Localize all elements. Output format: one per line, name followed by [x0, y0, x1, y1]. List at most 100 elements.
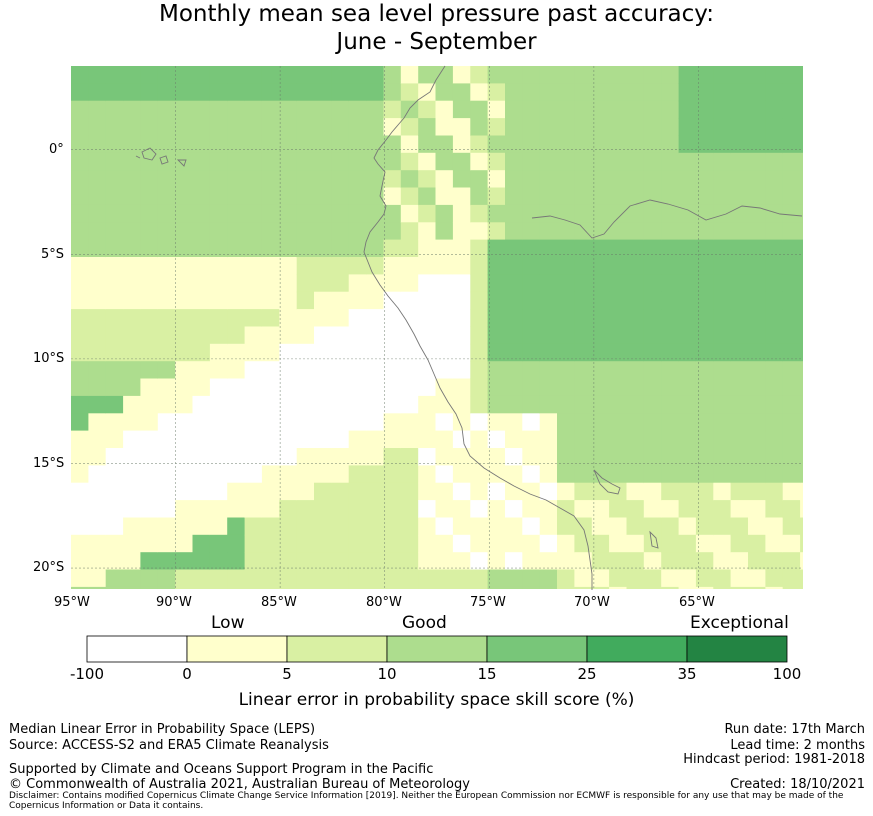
- skill-cell: [314, 309, 332, 327]
- skill-cell: [643, 100, 662, 119]
- skill-cell: [765, 534, 784, 553]
- skill-cell: [574, 152, 593, 171]
- skill-cell: [192, 378, 211, 397]
- skill-cell: [626, 586, 645, 589]
- skill-cell: [435, 569, 454, 588]
- skill-cell: [574, 448, 593, 466]
- skill-cell: [348, 309, 367, 327]
- skill-cell: [175, 586, 194, 589]
- skill-cell: [470, 448, 489, 466]
- skill-cell: [331, 135, 350, 154]
- skill-cell: [279, 343, 298, 362]
- skill-cell: [157, 274, 176, 293]
- skill-cell: [140, 100, 159, 119]
- skill-cell: [591, 395, 610, 414]
- skill-cell: [314, 135, 332, 154]
- skill-cell: [782, 100, 801, 119]
- skill-cell: [782, 66, 801, 84]
- skill-cell: [383, 569, 402, 588]
- legend-swatch: [186, 635, 288, 663]
- skill-cell: [695, 500, 714, 518]
- skill-cell: [695, 118, 714, 136]
- skill-cell: [435, 552, 454, 571]
- skill-cell: [782, 239, 801, 258]
- skill-cell: [331, 204, 350, 223]
- skill-cell: [782, 170, 801, 189]
- skill-cell: [557, 274, 575, 293]
- skill-cell: [88, 135, 107, 154]
- skill-cell: [400, 222, 419, 241]
- skill-cell: [626, 517, 645, 536]
- skill-cell: [487, 309, 506, 327]
- skill-cell: [157, 204, 176, 223]
- skill-cell: [71, 326, 89, 345]
- skill-cell: [261, 430, 280, 449]
- skill-cell: [123, 413, 141, 432]
- skill-cell: [452, 187, 471, 206]
- skill-cell: [643, 135, 662, 154]
- skill-cell: [175, 343, 194, 362]
- skill-cell: [71, 170, 89, 189]
- skill-cell: [366, 291, 384, 310]
- skill-cell: [140, 534, 159, 553]
- skill-cell: [296, 465, 315, 484]
- skill-cell: [522, 343, 541, 362]
- skill-cell: [418, 552, 437, 571]
- skill-cell: [626, 395, 645, 414]
- skill-cell: [748, 170, 766, 189]
- legend-colorbar: [86, 635, 788, 663]
- skill-cell: [713, 569, 732, 588]
- skill-cell: [782, 378, 801, 397]
- skill-cell: [800, 152, 803, 171]
- skill-cell: [296, 83, 315, 102]
- skill-cell: [661, 257, 680, 275]
- skill-cell: [157, 66, 176, 84]
- skill-cell: [175, 534, 194, 553]
- skill-cell: [678, 569, 697, 588]
- skill-cell: [557, 534, 575, 553]
- skill-cell: [227, 274, 246, 293]
- skill-cell: [192, 326, 211, 345]
- skill-cell: [400, 170, 419, 189]
- skill-cell: [383, 448, 402, 466]
- skill-cell: [314, 83, 332, 102]
- footer-lead-time: Lead time: 2 months: [730, 738, 865, 753]
- skill-cell: [435, 448, 454, 466]
- skill-cell: [626, 309, 645, 327]
- skill-cell: [678, 517, 697, 536]
- skill-cell: [279, 66, 298, 84]
- skill-cell: [348, 118, 367, 136]
- skill-cell: [765, 83, 784, 102]
- skill-cell: [123, 534, 141, 553]
- skill-cell: [435, 204, 454, 223]
- skill-cell: [591, 465, 610, 484]
- skill-cell: [626, 361, 645, 380]
- skill-cell: [261, 291, 280, 310]
- skill-cell: [175, 448, 194, 466]
- skill-cell: [314, 413, 332, 432]
- skill-cell: [574, 430, 593, 449]
- skill-cell: [123, 448, 141, 466]
- skill-cell: [71, 222, 89, 241]
- skill-cell: [175, 500, 194, 518]
- skill-cell: [678, 170, 697, 189]
- skill-cell: [730, 430, 749, 449]
- skill-cell: [522, 83, 541, 102]
- skill-cell: [643, 534, 662, 553]
- skill-cell: [244, 309, 263, 327]
- skill-cell: [331, 100, 350, 119]
- skill-cell: [800, 448, 803, 466]
- skill-cell: [782, 257, 801, 275]
- skill-cell: [487, 100, 506, 119]
- skill-cell: [609, 135, 627, 154]
- skill-cell: [539, 517, 558, 536]
- footer-support: Supported by Climate and Oceans Support …: [9, 762, 434, 777]
- skill-cell: [782, 413, 801, 432]
- skill-cell: [626, 413, 645, 432]
- skill-cell: [383, 239, 402, 258]
- skill-cell: [505, 448, 523, 466]
- skill-cell: [123, 430, 141, 449]
- skill-cell: [175, 517, 194, 536]
- skill-cell: [452, 291, 471, 310]
- skill-cell: [730, 100, 749, 119]
